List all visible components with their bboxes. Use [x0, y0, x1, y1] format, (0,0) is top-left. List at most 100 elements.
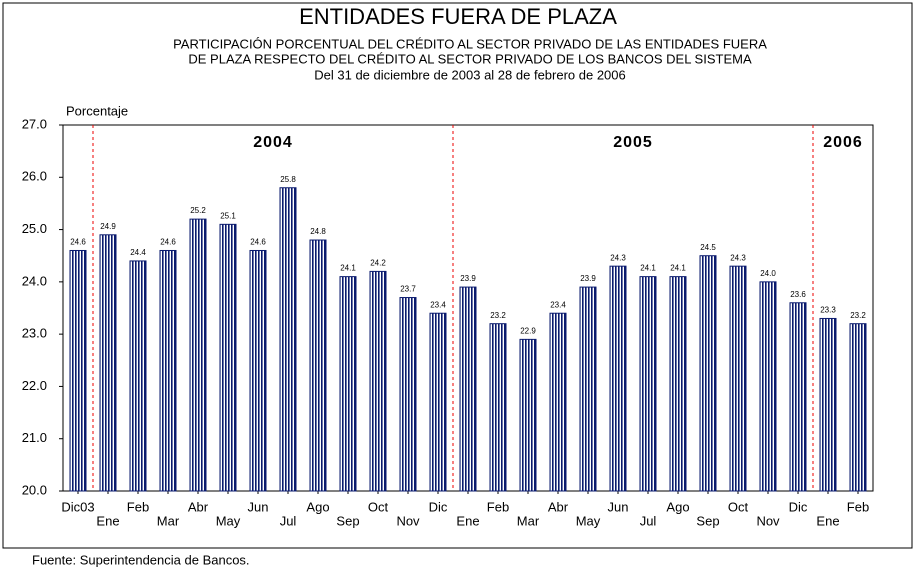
frame [2, 2, 913, 549]
bar [729, 265, 747, 492]
x-tick-label: Nov [756, 513, 780, 528]
value-label: 25.1 [220, 211, 236, 220]
value-label: 23.7 [400, 285, 416, 294]
x-tick-label: Sep [696, 513, 719, 528]
bar [849, 323, 867, 492]
bar [759, 281, 777, 492]
period-label: 2004 [253, 134, 293, 151]
period-label: 2006 [823, 134, 863, 151]
x-tick-label: Feb [487, 499, 509, 514]
bar [249, 249, 267, 492]
x-tick-label: Dic03 [61, 499, 94, 514]
bar [669, 276, 687, 492]
period-label: 2005 [613, 134, 653, 151]
y-axis-label: Porcentaje [66, 103, 128, 118]
value-label: 25.2 [190, 206, 206, 215]
bar [789, 302, 807, 492]
value-label: 24.1 [340, 264, 356, 273]
bar [189, 218, 207, 492]
x-tick-label: Feb [847, 499, 869, 514]
value-label: 23.3 [820, 306, 836, 315]
x-tick-label: Mar [517, 513, 540, 528]
x-tick-label: Jul [640, 513, 657, 528]
value-label: 22.9 [520, 326, 536, 335]
bar [309, 239, 327, 492]
bar [489, 323, 507, 492]
bar [369, 270, 387, 492]
x-tick-label: Oct [728, 499, 749, 514]
bar [459, 286, 477, 492]
x-tick-label: Sep [336, 513, 359, 528]
value-label: 23.9 [580, 274, 596, 283]
bar [639, 276, 657, 492]
x-tick-label: Ene [816, 513, 839, 528]
bar [279, 187, 297, 492]
x-tick-label: Dic [429, 499, 448, 514]
x-tick-label: May [216, 513, 241, 528]
bar [69, 249, 87, 492]
value-label: 24.6 [70, 238, 86, 247]
bar [339, 276, 357, 492]
x-tick-label: Nov [396, 513, 420, 528]
y-tick-label: 20.0 [22, 482, 47, 497]
x-tick-label: Abr [548, 499, 569, 514]
subtitle: PARTICIPACIÓN PORCENTUAL DEL CRÉDITO AL … [173, 36, 767, 51]
bar [129, 260, 147, 492]
bar [819, 317, 837, 492]
chart-title: ENTIDADES FUERA DE PLAZA [299, 4, 617, 29]
y-tick-label: 22.0 [22, 378, 47, 393]
y-tick-label: 21.0 [22, 430, 47, 445]
x-tick-label: Ago [666, 499, 689, 514]
value-label: 23.4 [550, 300, 566, 309]
value-label: 24.5 [700, 243, 716, 252]
x-tick-label: Abr [188, 499, 209, 514]
value-label: 24.3 [610, 253, 626, 262]
value-label: 24.3 [730, 253, 746, 262]
x-tick-label: Feb [127, 499, 149, 514]
value-label: 23.2 [490, 311, 506, 320]
subtitle: DE PLAZA RESPECTO DEL CRÉDITO AL SECTOR … [188, 51, 752, 66]
value-label: 25.8 [280, 175, 296, 184]
value-label: 24.0 [760, 269, 776, 278]
x-tick-label: Jun [608, 499, 629, 514]
x-tick-label: Mar [157, 513, 180, 528]
value-label: 24.9 [100, 222, 116, 231]
x-tick-label: Jun [248, 499, 269, 514]
value-label: 24.6 [160, 238, 176, 247]
source: Fuente: Superintendencia de Bancos. [32, 552, 250, 567]
x-tick-label: Oct [368, 499, 389, 514]
value-label: 24.8 [310, 227, 326, 236]
subtitle: Del 31 de diciembre de 2003 al 28 de feb… [314, 67, 626, 82]
bar [159, 249, 177, 492]
value-label: 24.2 [370, 259, 386, 268]
y-tick-label: 23.0 [22, 326, 47, 341]
bar [519, 338, 537, 492]
x-tick-label: Ene [456, 513, 479, 528]
x-tick-label: May [576, 513, 601, 528]
y-tick-label: 27.0 [22, 116, 47, 131]
value-label: 23.6 [790, 290, 806, 299]
value-label: 24.1 [670, 264, 686, 273]
value-label: 23.2 [850, 311, 866, 320]
bar [99, 234, 117, 492]
bar [219, 223, 237, 492]
bar [429, 312, 447, 492]
x-tick-label: Jul [280, 513, 297, 528]
bar [549, 312, 567, 492]
bar [609, 265, 627, 492]
x-tick-label: Dic [789, 499, 808, 514]
x-tick-label: Ago [306, 499, 329, 514]
value-label: 24.1 [640, 264, 656, 273]
value-label: 23.4 [430, 300, 446, 309]
value-label: 23.9 [460, 274, 476, 283]
y-tick-label: 25.0 [22, 221, 47, 236]
bar [699, 255, 717, 492]
bar [399, 297, 417, 492]
y-tick-label: 24.0 [22, 273, 47, 288]
x-tick-label: Ene [96, 513, 119, 528]
value-label: 24.6 [250, 238, 266, 247]
value-label: 24.4 [130, 248, 146, 257]
bar [579, 286, 597, 492]
y-tick-label: 26.0 [22, 169, 47, 184]
